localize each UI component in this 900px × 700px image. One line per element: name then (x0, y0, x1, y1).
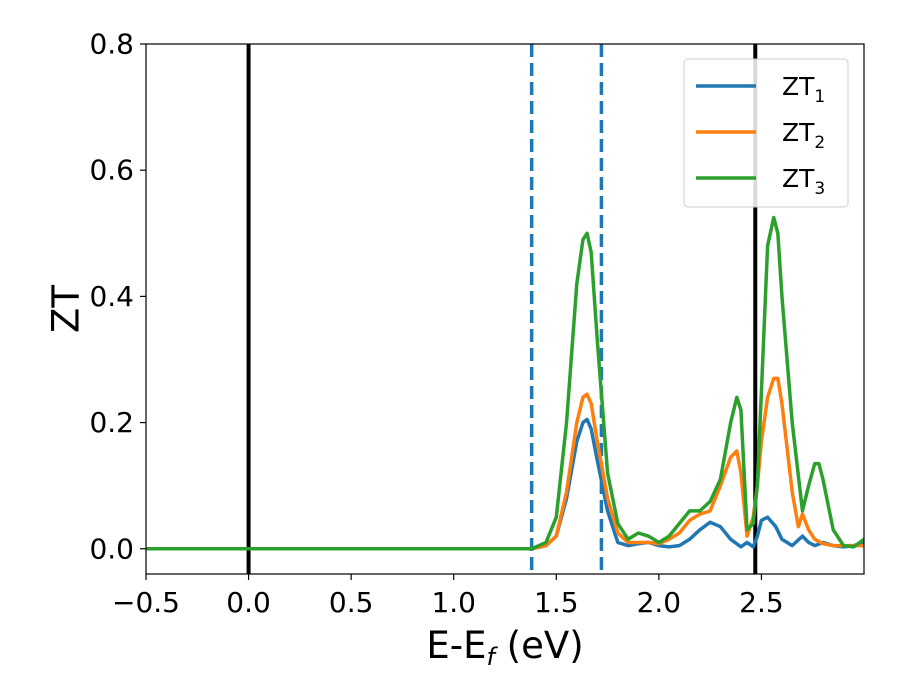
legend-label-1: ZT1 (782, 72, 825, 107)
x-tick-label: 1.5 (534, 586, 579, 619)
legend-entry-1: ZT1 (696, 72, 825, 107)
x-tick-label: 1.0 (431, 586, 476, 619)
y-tick-label: 0.8 (89, 28, 134, 61)
legend-label-3-sub: 3 (814, 179, 825, 199)
y-axis-title: ZT (45, 285, 88, 333)
x-axis-title-main: E-E (426, 624, 486, 667)
y-axis: 0.0 0.2 0.4 0.6 0.8 (89, 28, 146, 565)
x-tick-label: 0.5 (329, 586, 374, 619)
y-tick-label: 0.0 (89, 532, 134, 565)
legend-label-3-main: ZT (782, 164, 815, 193)
legend-entry-2: ZT2 (696, 118, 825, 153)
plot-frame (145, 43, 865, 575)
series-line-3 (146, 215, 864, 551)
vertical-marker-lines (246, 44, 758, 574)
legend: ZT1 ZT2 ZT3 (683, 58, 849, 208)
x-tick-label: −0.5 (112, 586, 180, 619)
legend-label-2-main: ZT (782, 118, 815, 147)
series-lines (146, 215, 864, 551)
x-tick-label: 2.5 (739, 586, 784, 619)
legend-label-3: ZT3 (782, 164, 825, 199)
x-axis: −0.5 0.0 0.5 1.0 1.5 2.0 2.5 (112, 574, 784, 619)
series-line-1 (146, 417, 864, 551)
x-tick-label: 0.0 (226, 586, 271, 619)
x-axis-title: E-Ef (eV) (426, 624, 583, 671)
y-tick-label: 0.2 (89, 406, 134, 439)
series-line-2 (146, 376, 864, 551)
legend-label-1-main: ZT (782, 72, 815, 101)
legend-label-2-sub: 2 (814, 133, 825, 153)
legend-entry-3: ZT3 (696, 164, 825, 199)
legend-box (683, 58, 849, 208)
legend-label-2: ZT2 (782, 118, 825, 153)
y-tick-label: 0.4 (89, 280, 134, 313)
x-axis-title-suffix: (eV) (495, 624, 584, 667)
legend-label-1-sub: 1 (814, 87, 825, 107)
x-tick-label: 2.0 (637, 586, 682, 619)
y-tick-label: 0.6 (89, 154, 134, 187)
